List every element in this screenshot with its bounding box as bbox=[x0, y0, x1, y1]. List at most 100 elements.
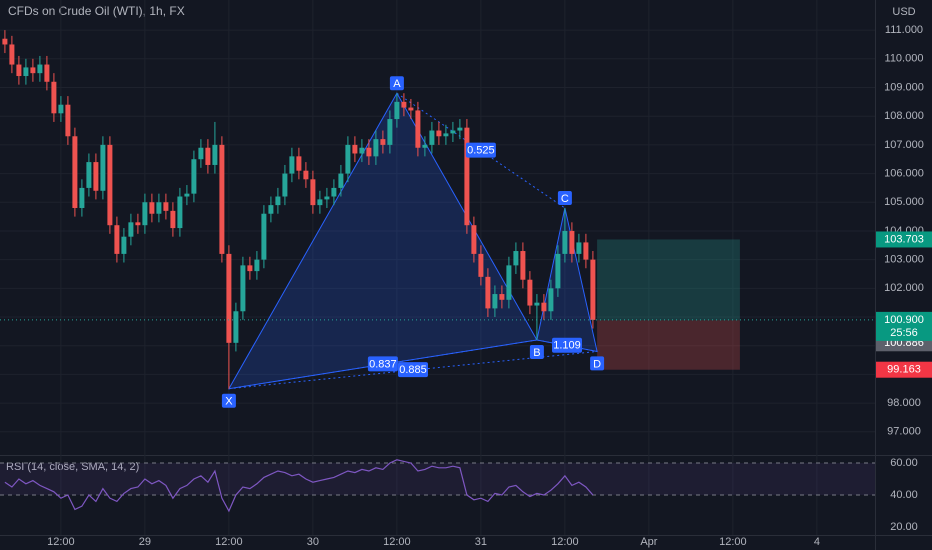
candle-body bbox=[338, 173, 344, 188]
last-price-label: 100.900 bbox=[884, 314, 924, 326]
chart-title: CFDs on Crude Oil (WTI), 1h, FX bbox=[8, 4, 185, 18]
x-tick-label: 4 bbox=[814, 536, 820, 548]
ratio-label: 0.525 bbox=[467, 145, 495, 157]
ratio-badge bbox=[465, 142, 496, 158]
candle-body bbox=[408, 107, 414, 111]
ratio-label: 1.109 bbox=[553, 340, 581, 352]
rsi-title: RSI (14, close, SMA, 14, 2) bbox=[6, 461, 139, 473]
candle-body bbox=[506, 265, 512, 300]
pattern-point-label: A bbox=[393, 78, 401, 90]
y-tick-label: 97.000 bbox=[887, 426, 921, 438]
candle-body bbox=[366, 147, 372, 157]
candle-body bbox=[240, 265, 246, 312]
candle-body bbox=[198, 147, 204, 160]
candle-body bbox=[443, 133, 449, 137]
candle-body bbox=[331, 187, 337, 197]
pattern-point-label: X bbox=[225, 396, 233, 408]
candle-body bbox=[184, 193, 190, 197]
pattern-point-badge bbox=[221, 393, 236, 408]
ratio-label: 0.885 bbox=[399, 364, 427, 376]
candle-body bbox=[30, 67, 36, 74]
loss-zone bbox=[597, 320, 740, 370]
candle-body bbox=[121, 236, 127, 254]
ratio-badge bbox=[552, 337, 582, 353]
pattern-point-badge bbox=[529, 344, 544, 359]
candle-body bbox=[394, 101, 400, 120]
y-tick-label: 102.000 bbox=[884, 282, 924, 294]
candle-body bbox=[415, 110, 421, 148]
stop-badge bbox=[876, 361, 932, 378]
ratio-badge bbox=[398, 362, 428, 378]
x-tick-label: 12:00 bbox=[551, 536, 579, 548]
ratio-badge bbox=[367, 356, 398, 372]
candle-body bbox=[499, 294, 505, 300]
target-badge bbox=[876, 231, 932, 248]
y-tick-label: 109.000 bbox=[884, 81, 924, 93]
candle-body bbox=[226, 253, 232, 343]
candle-body bbox=[450, 130, 456, 134]
x-tick-label: 12:00 bbox=[215, 536, 243, 548]
currency: USD bbox=[892, 6, 915, 18]
rsi-tick-label: 60.00 bbox=[890, 457, 918, 469]
candle-body bbox=[296, 156, 302, 171]
candle-body bbox=[2, 38, 8, 45]
candle-body bbox=[352, 144, 358, 154]
candle-body bbox=[310, 179, 316, 206]
candle-body bbox=[44, 64, 50, 82]
candle-body bbox=[275, 196, 281, 206]
candle-body bbox=[387, 119, 393, 145]
candle-body bbox=[37, 64, 43, 74]
candle-body bbox=[212, 144, 218, 165]
candle-body bbox=[359, 147, 365, 154]
pattern-point-badge bbox=[590, 356, 605, 371]
candle-body bbox=[590, 259, 596, 320]
stop-label: 99.163 bbox=[887, 364, 921, 376]
candle-body bbox=[436, 130, 442, 137]
pattern-point-badge bbox=[557, 190, 572, 205]
candle-body bbox=[23, 67, 29, 77]
x-tick-label: Apr bbox=[640, 536, 657, 548]
candle-body bbox=[576, 242, 582, 254]
candle-body bbox=[569, 230, 575, 254]
candle-body bbox=[401, 101, 407, 108]
x-tick-label: 12:00 bbox=[719, 536, 747, 548]
candle-body bbox=[93, 162, 99, 191]
candle-body bbox=[541, 302, 547, 312]
candle-body bbox=[513, 251, 519, 266]
x-tick-label: 12:00 bbox=[383, 536, 411, 548]
candle-body bbox=[373, 139, 379, 157]
x-tick-label: 31 bbox=[475, 536, 487, 548]
candle-body bbox=[58, 104, 64, 114]
candle-body bbox=[163, 202, 169, 211]
rsi-line bbox=[4, 459, 594, 513]
candle-body bbox=[471, 225, 477, 254]
y-tick-label: 111.000 bbox=[885, 24, 923, 36]
pattern-point-label: C bbox=[561, 193, 569, 205]
candle-body bbox=[51, 81, 57, 114]
ratio-label: 0.837 bbox=[369, 358, 397, 370]
candle-body bbox=[534, 302, 540, 306]
candle-body bbox=[261, 213, 267, 260]
candle-body bbox=[492, 294, 498, 309]
candle-body bbox=[219, 144, 225, 254]
candle-body bbox=[289, 156, 295, 174]
y-tick-label: 103.000 bbox=[884, 254, 924, 266]
candle-body bbox=[247, 265, 253, 272]
candle-body bbox=[254, 259, 260, 272]
target-label: 103.703 bbox=[884, 233, 924, 245]
candle-body bbox=[156, 202, 162, 214]
candle-body bbox=[114, 225, 120, 254]
candle-body bbox=[233, 311, 239, 343]
candle-body bbox=[135, 222, 141, 226]
grid bbox=[0, 0, 875, 535]
candle-body bbox=[177, 196, 183, 229]
candle-body bbox=[86, 162, 92, 188]
candle-body bbox=[268, 205, 274, 214]
pattern-point-label: B bbox=[533, 347, 540, 359]
candle-body bbox=[527, 279, 533, 306]
y-tick-label: 110.000 bbox=[885, 53, 924, 65]
candle-body bbox=[583, 242, 589, 260]
